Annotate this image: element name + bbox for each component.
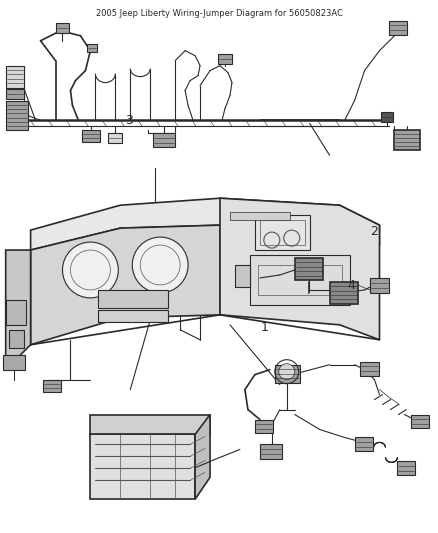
Polygon shape <box>6 250 31 370</box>
Bar <box>411 415 429 429</box>
Bar <box>397 462 415 475</box>
Bar <box>381 112 393 123</box>
Bar <box>250 255 350 305</box>
Bar <box>108 133 122 143</box>
Polygon shape <box>31 198 379 250</box>
Polygon shape <box>31 225 220 345</box>
Text: 4: 4 <box>348 279 356 292</box>
Polygon shape <box>90 434 195 499</box>
Bar <box>395 131 420 150</box>
Polygon shape <box>90 415 210 434</box>
Bar <box>260 220 305 245</box>
Bar <box>3 355 25 370</box>
Bar <box>6 66 24 87</box>
Bar <box>235 265 250 287</box>
Bar <box>230 212 290 220</box>
Bar <box>295 258 323 280</box>
Bar <box>99 310 168 322</box>
Text: 1: 1 <box>261 321 268 334</box>
Bar <box>389 21 407 35</box>
Bar <box>355 438 372 451</box>
Circle shape <box>279 364 295 379</box>
Bar <box>56 23 70 33</box>
Circle shape <box>63 242 118 298</box>
Text: 2: 2 <box>370 225 378 238</box>
Bar <box>88 44 97 52</box>
Bar <box>6 300 25 325</box>
Text: 2005 Jeep Liberty Wiring-Jumper Diagram for 56050823AC: 2005 Jeep Liberty Wiring-Jumper Diagram … <box>95 9 343 18</box>
Bar <box>370 278 389 293</box>
Polygon shape <box>220 198 379 340</box>
Bar <box>153 133 175 148</box>
Bar <box>258 265 342 295</box>
Bar <box>6 101 28 131</box>
Bar <box>99 290 168 308</box>
Bar <box>42 379 60 392</box>
Bar <box>360 362 379 376</box>
Bar <box>275 365 300 383</box>
Bar <box>330 282 357 304</box>
Bar <box>255 215 310 250</box>
Polygon shape <box>195 415 210 499</box>
Bar <box>260 445 282 459</box>
Text: 3: 3 <box>125 114 133 127</box>
Bar <box>6 88 24 99</box>
Circle shape <box>132 237 188 293</box>
Bar <box>218 54 232 63</box>
Bar <box>9 330 24 348</box>
Bar <box>255 419 273 433</box>
Bar <box>82 131 100 142</box>
